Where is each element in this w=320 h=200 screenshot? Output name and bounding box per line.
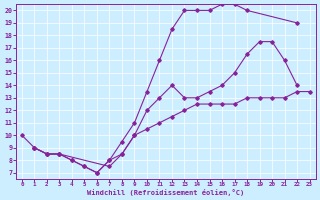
X-axis label: Windchill (Refroidissement éolien,°C): Windchill (Refroidissement éolien,°C) <box>87 189 244 196</box>
